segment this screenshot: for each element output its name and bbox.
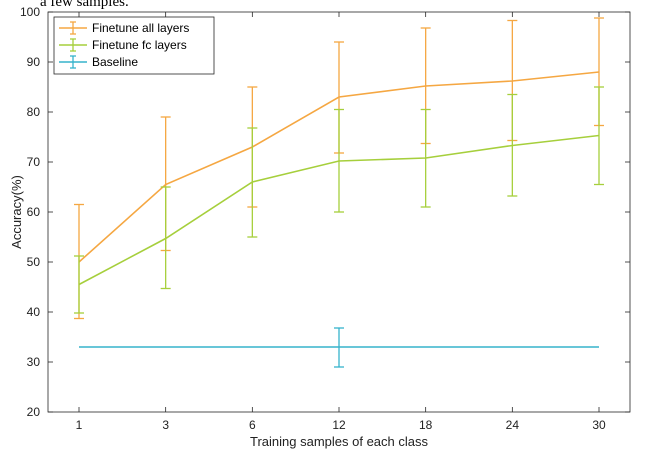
legend-item-1: Finetune all layers bbox=[59, 21, 189, 35]
x-tick-label: 1 bbox=[76, 418, 83, 432]
y-tick-label: 50 bbox=[27, 255, 41, 269]
legend-item-2: Finetune fc layers bbox=[59, 38, 187, 52]
legend-item-3: Baseline bbox=[59, 55, 138, 69]
legend-label: Finetune fc layers bbox=[92, 38, 187, 52]
y-tick-label: 80 bbox=[27, 105, 41, 119]
caption-fragment: a few samples. bbox=[40, 0, 129, 10]
y-axis-label: Accuracy(%) bbox=[9, 175, 24, 249]
y-tick-label: 20 bbox=[27, 405, 41, 419]
x-tick-label: 12 bbox=[332, 418, 346, 432]
x-tick-label: 18 bbox=[419, 418, 433, 432]
x-tick-label: 24 bbox=[506, 418, 520, 432]
y-tick-label: 40 bbox=[27, 305, 41, 319]
series-line bbox=[78, 134, 600, 286]
y-tick-label: 60 bbox=[27, 205, 41, 219]
x-axis-label: Training samples of each class bbox=[250, 434, 428, 449]
y-tick-label: 100 bbox=[20, 5, 40, 19]
legend-label: Baseline bbox=[92, 55, 138, 69]
x-tick-label: 3 bbox=[162, 418, 169, 432]
y-tick-label: 30 bbox=[27, 355, 41, 369]
y-tick-label: 90 bbox=[27, 55, 41, 69]
series-3 bbox=[79, 327, 599, 368]
series-line bbox=[78, 71, 600, 263]
series-2 bbox=[74, 86, 604, 314]
y-tick-label: 70 bbox=[27, 155, 41, 169]
x-tick-label: 30 bbox=[592, 418, 606, 432]
legend-label: Finetune all layers bbox=[92, 21, 189, 35]
x-tick-label: 6 bbox=[249, 418, 256, 432]
